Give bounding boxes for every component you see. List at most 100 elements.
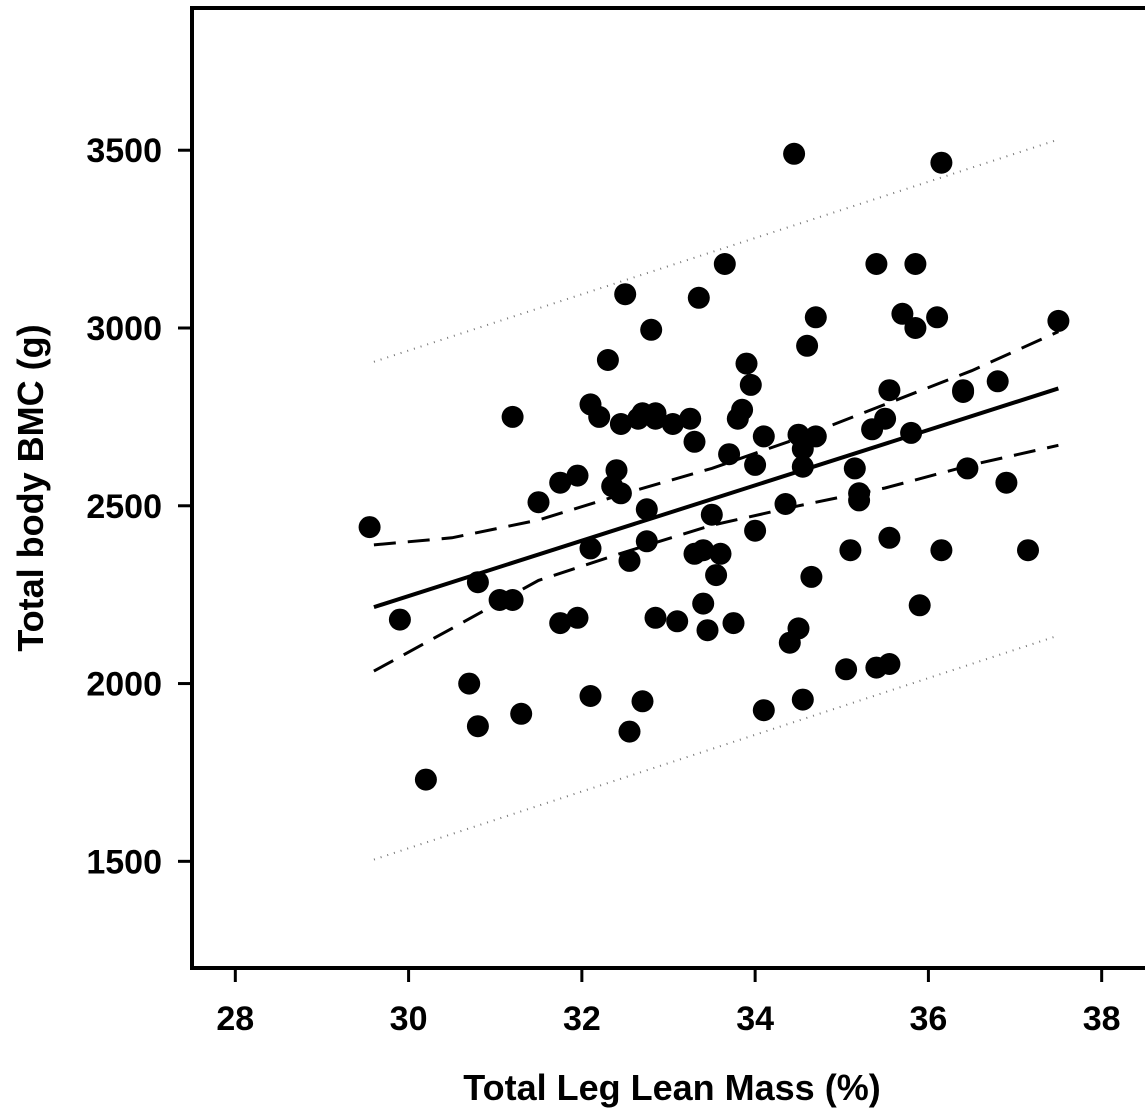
y-tick-label: 3500 bbox=[86, 132, 162, 170]
data-point bbox=[739, 373, 762, 396]
data-point bbox=[388, 608, 411, 631]
data-point bbox=[735, 352, 758, 375]
data-point bbox=[687, 286, 710, 309]
data-point bbox=[696, 619, 719, 642]
data-point bbox=[661, 413, 684, 435]
data-point bbox=[609, 413, 632, 435]
confidence-upper-line bbox=[373, 330, 1060, 547]
x-tick-label: 38 bbox=[1083, 1000, 1121, 1038]
data-point bbox=[466, 571, 489, 594]
y-tick-label: 1500 bbox=[86, 843, 162, 881]
data-point bbox=[683, 430, 706, 453]
data-point bbox=[843, 457, 866, 480]
data-point bbox=[510, 702, 533, 725]
x-tick-label: 34 bbox=[736, 1000, 774, 1038]
data-point bbox=[666, 610, 689, 633]
confidence-lower-line bbox=[373, 443, 1059, 673]
data-point bbox=[731, 398, 754, 421]
data-point bbox=[466, 715, 489, 738]
regression-line bbox=[373, 386, 1059, 610]
y-tick-label: 2500 bbox=[86, 488, 162, 526]
data-point bbox=[752, 699, 775, 722]
data-point bbox=[904, 253, 927, 275]
data-point bbox=[635, 498, 658, 521]
x-tick-label: 30 bbox=[390, 1000, 428, 1038]
data-point bbox=[891, 302, 914, 325]
x-axis-label: Total Leg Lean Mass (%) bbox=[463, 1067, 880, 1108]
data-point bbox=[839, 539, 862, 562]
data-point bbox=[692, 539, 715, 562]
prediction-lower-line bbox=[373, 634, 1059, 861]
data-point bbox=[865, 253, 888, 275]
data-point bbox=[566, 464, 589, 487]
data-point bbox=[986, 370, 1009, 393]
data-point bbox=[718, 443, 741, 466]
data-point bbox=[752, 425, 775, 448]
data-point bbox=[1017, 539, 1039, 562]
ticks: 28 30 32 34 36 38 1500 2000 2500 3000 3500 bbox=[86, 132, 1120, 1038]
data-points bbox=[358, 142, 1070, 791]
data-point bbox=[705, 564, 728, 587]
x-tick-label: 32 bbox=[563, 1000, 601, 1038]
data-point bbox=[644, 402, 667, 425]
y-axis-label: Total body BMC (g) bbox=[10, 324, 51, 651]
regression-bands bbox=[373, 138, 1060, 861]
data-point bbox=[596, 349, 619, 371]
data-point bbox=[908, 594, 931, 617]
data-point bbox=[618, 549, 641, 572]
data-point bbox=[796, 334, 819, 357]
data-point bbox=[995, 471, 1018, 494]
data-point bbox=[952, 381, 975, 403]
data-point bbox=[579, 537, 602, 560]
data-point bbox=[744, 453, 767, 476]
data-point bbox=[878, 379, 901, 402]
data-point bbox=[791, 455, 814, 478]
data-point bbox=[900, 421, 923, 444]
data-point bbox=[640, 318, 663, 341]
data-point bbox=[926, 306, 949, 329]
data-point bbox=[588, 405, 611, 428]
data-point bbox=[692, 592, 715, 615]
axes bbox=[190, 6, 1145, 970]
data-point bbox=[878, 653, 901, 675]
data-point bbox=[566, 606, 589, 629]
y-tick-label: 2000 bbox=[86, 666, 162, 704]
data-point bbox=[783, 142, 806, 165]
data-point bbox=[874, 407, 897, 430]
data-point bbox=[930, 539, 953, 562]
data-point bbox=[609, 482, 632, 505]
data-point bbox=[700, 503, 723, 526]
data-point bbox=[709, 542, 732, 565]
data-point bbox=[644, 606, 667, 629]
data-point bbox=[527, 491, 550, 514]
y-tick-label: 3000 bbox=[86, 310, 162, 348]
data-point bbox=[549, 612, 572, 635]
data-point bbox=[1047, 309, 1070, 332]
x-tick-label: 28 bbox=[216, 1000, 254, 1038]
data-point bbox=[804, 425, 827, 448]
data-point bbox=[458, 672, 481, 695]
data-point bbox=[744, 519, 767, 542]
data-point bbox=[904, 317, 927, 339]
data-point bbox=[414, 768, 437, 791]
data-point bbox=[679, 407, 702, 430]
data-point bbox=[835, 658, 858, 681]
data-point bbox=[631, 690, 654, 713]
data-point bbox=[800, 565, 823, 588]
data-point bbox=[791, 688, 814, 711]
data-point bbox=[614, 283, 637, 306]
data-point bbox=[804, 306, 827, 329]
data-point bbox=[722, 612, 745, 635]
x-tick-label: 36 bbox=[909, 1000, 947, 1038]
data-point bbox=[713, 253, 736, 275]
data-point bbox=[605, 459, 628, 482]
data-point bbox=[848, 489, 871, 512]
data-point bbox=[635, 530, 658, 553]
data-point bbox=[358, 516, 381, 539]
data-point bbox=[579, 685, 602, 707]
data-point bbox=[878, 526, 901, 549]
prediction-upper-line bbox=[373, 138, 1059, 363]
data-point bbox=[501, 405, 524, 428]
data-point bbox=[618, 720, 641, 743]
